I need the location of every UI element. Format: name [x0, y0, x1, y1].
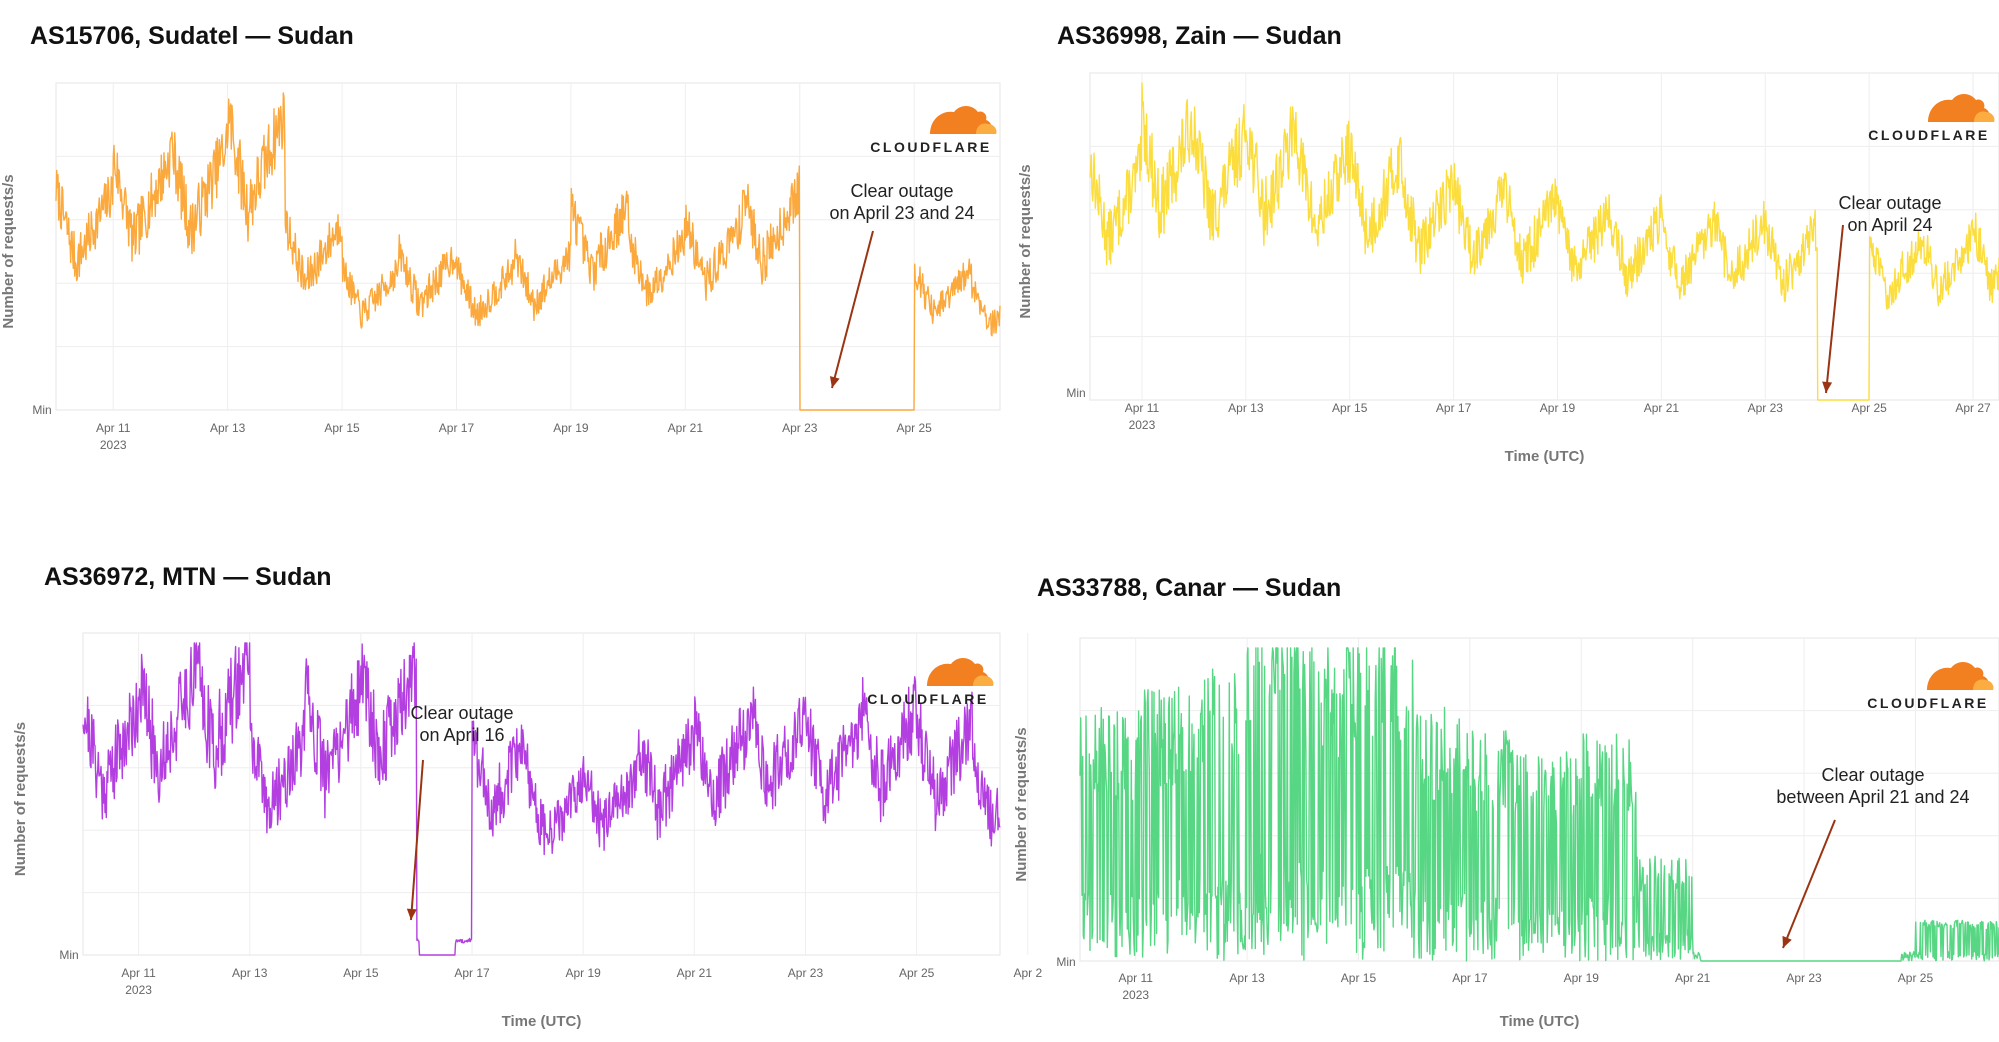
- x-tick-label: Apr 23: [1786, 971, 1822, 985]
- chart-mtn: Apr 11 Apr 13 Apr 15 Apr 17 Apr 19 Apr 21 Apr …: [12, 632, 1042, 1030]
- chart-title: AS15706, Sudatel — Sudan: [30, 22, 354, 50]
- plot-area: [55, 82, 1001, 411]
- x-tick-label: Apr 25: [897, 421, 933, 435]
- chart-title: AS36998, Zain — Sudan: [1057, 22, 1342, 50]
- x-tick-label: Apr 19: [1540, 401, 1576, 415]
- annotation-arrow: [1825, 224, 1844, 394]
- y-axis-title: Number of requests/s: [0, 174, 17, 328]
- cloud-shape-dark: [927, 658, 990, 686]
- x-tick-label: Apr 25: [1851, 401, 1887, 415]
- x-tick-label: Apr 17: [1436, 401, 1472, 415]
- y-tick-label-min: Min: [32, 403, 51, 417]
- x-tick-label: Apr 17: [439, 421, 475, 435]
- chart-title: AS33788, Canar — Sudan: [1037, 574, 1342, 602]
- outage-annotation: Clear outage between April 21 and 24: [1768, 764, 1978, 808]
- x-tick-label: Apr 21: [1675, 971, 1711, 985]
- x-tick-label: Apr 21: [677, 966, 713, 980]
- annotation-arrow: [831, 230, 874, 389]
- annotation-line-2: on April 23 and 24: [829, 203, 975, 223]
- cloud-shape-dark: [930, 106, 993, 134]
- cloudflare-logo: CLOUDFLARE: [1867, 662, 1994, 711]
- x-tick-label: Apr 2: [1013, 966, 1042, 980]
- x-tick-label: Apr 23: [1748, 401, 1784, 415]
- x-tick-label: Apr 25: [1898, 971, 1934, 985]
- annotation-arrowhead: [406, 908, 417, 920]
- outage-annotation: Clear outage on April 23 and 24: [812, 180, 992, 224]
- y-axis-title: Number of requests/s: [1013, 727, 1030, 881]
- cloud-shape-dark: [1927, 662, 1990, 690]
- x-tick-label: Apr 19: [566, 966, 602, 980]
- x-tick-label: Apr 27: [1955, 401, 1991, 415]
- x-tick-label: Apr 25: [899, 966, 935, 980]
- x-tick-label: Apr 13: [1229, 971, 1265, 985]
- y-axis-title: Number of requests/s: [1017, 164, 1034, 318]
- series-line: [1079, 647, 1999, 962]
- x-tick-label: Apr 15: [1341, 971, 1377, 985]
- cloud-shape-light: [973, 675, 994, 686]
- x-year-label: 2023: [100, 438, 127, 452]
- x-year-label: 2023: [1129, 418, 1156, 432]
- annotation-line-2: on April 24: [1847, 215, 1933, 235]
- y-tick-label-min: Min: [59, 948, 78, 962]
- annotation-line-1: Clear outage: [1821, 765, 1925, 785]
- cloud-shape-light: [976, 123, 997, 134]
- y-axis-title: Number of requests/s: [12, 722, 29, 876]
- annotation-line-1: Clear outage: [1838, 193, 1942, 213]
- logo-text: CLOUDFLARE: [870, 139, 991, 155]
- x-tick-label: Apr 15: [324, 421, 360, 435]
- x-tick-label: Apr 11: [96, 421, 131, 435]
- cloudflare-logo: CLOUDFLARE: [870, 106, 997, 155]
- annotation-line-1: Clear outage: [410, 703, 514, 723]
- annotation-line-1: Clear outage: [850, 181, 954, 201]
- annotation-arrowhead: [1822, 381, 1833, 393]
- cloudflare-logo: CLOUDFLARE: [1868, 94, 1995, 143]
- cloud-shape-light: [1974, 111, 1995, 122]
- x-tick-label: Apr 17: [454, 966, 490, 980]
- annotation-arrowhead: [829, 376, 840, 388]
- y-tick-label-min: Min: [1056, 955, 1075, 969]
- x-tick-label: Apr 13: [232, 966, 268, 980]
- x-tick-label: Apr 11: [1125, 401, 1160, 415]
- plot-area: [1089, 72, 1999, 401]
- x-tick-label: Apr 23: [788, 966, 824, 980]
- x-tick-label: Apr 13: [210, 421, 246, 435]
- x-axis-title: Time (UTC): [1505, 448, 1585, 465]
- chart-title: AS36972, MTN — Sudan: [44, 563, 332, 591]
- x-axis-title: Time (UTC): [1500, 1013, 1580, 1030]
- x-tick-label: Apr 15: [1332, 401, 1368, 415]
- x-year-label: 2023: [125, 983, 152, 997]
- cloud-shape-light: [1973, 679, 1994, 690]
- outage-annotation: Clear outage on April 24: [1800, 192, 1980, 236]
- x-year-label: 2023: [1122, 988, 1149, 1002]
- logo-text: CLOUDFLARE: [1868, 127, 1989, 143]
- x-tick-label: Apr 19: [1564, 971, 1600, 985]
- annotation-arrow: [410, 759, 424, 921]
- x-tick-label: Apr 17: [1452, 971, 1488, 985]
- x-tick-label: Apr 13: [1228, 401, 1264, 415]
- logo-text: CLOUDFLARE: [1867, 695, 1988, 711]
- x-tick-label: Apr 11: [121, 966, 156, 980]
- x-tick-label: Apr 21: [668, 421, 704, 435]
- x-axis-title: Time (UTC): [502, 1013, 582, 1030]
- y-tick-label-min: Min: [1066, 386, 1085, 400]
- annotation-arrow: [1782, 819, 1836, 949]
- annotation-arrowhead: [1782, 935, 1792, 948]
- logo-text: CLOUDFLARE: [867, 691, 988, 707]
- x-tick-label: Apr 15: [343, 966, 379, 980]
- chart-sudatel: Apr 11 Apr 13 Apr 15 Apr 17 Apr 19 Apr 21 Apr …: [0, 82, 1001, 452]
- outage-annotation: Clear outage on April 16: [372, 702, 552, 746]
- annotation-line-2: between April 21 and 24: [1776, 787, 1970, 807]
- annotation-line-2: on April 16: [419, 725, 505, 745]
- x-tick-label: Apr 23: [782, 421, 818, 435]
- cloudflare-logo: CLOUDFLARE: [867, 658, 994, 707]
- x-tick-label: Apr 19: [553, 421, 589, 435]
- series-line: [1089, 82, 1999, 401]
- x-tick-label: Apr 21: [1644, 401, 1680, 415]
- x-tick-label: Apr 11: [1118, 971, 1153, 985]
- series-line: [82, 642, 1001, 956]
- cloud-shape-dark: [1928, 94, 1991, 122]
- chart-zain: Apr 11 Apr 13 Apr 15 Apr 17 Apr 19 Apr 21 Apr …: [1017, 72, 1999, 465]
- series-line: [55, 92, 1001, 411]
